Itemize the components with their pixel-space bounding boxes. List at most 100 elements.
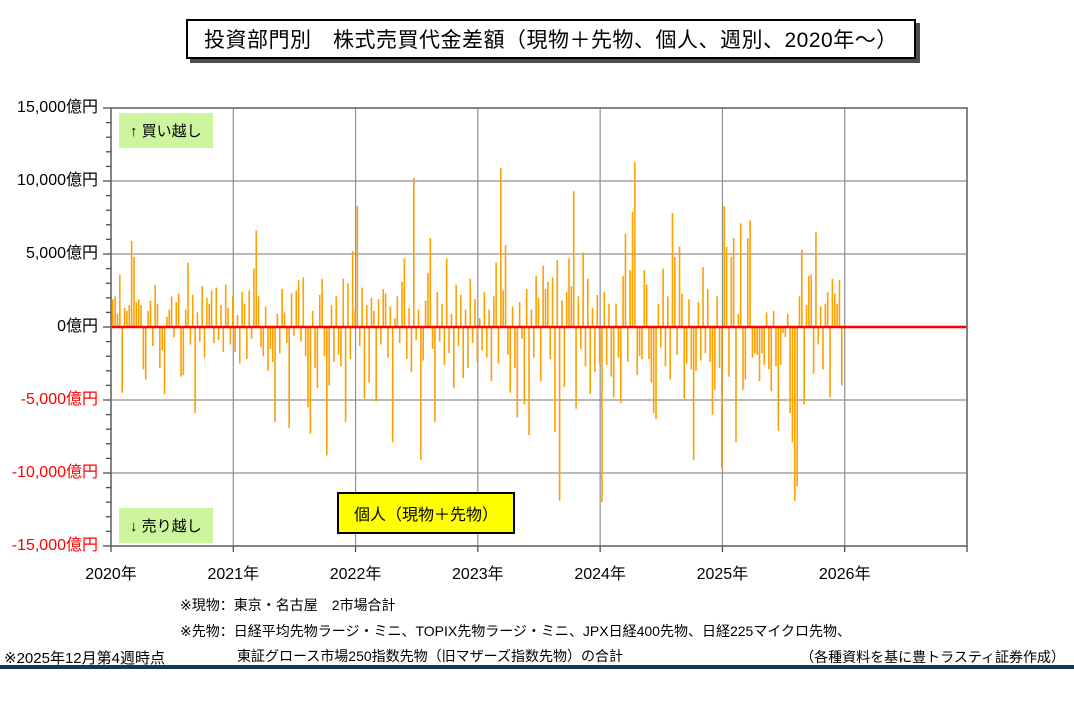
bar bbox=[356, 205, 359, 327]
bar bbox=[260, 327, 262, 348]
bar bbox=[772, 310, 775, 327]
bar bbox=[671, 213, 674, 327]
bar bbox=[645, 284, 648, 327]
bar bbox=[594, 327, 596, 373]
bar bbox=[544, 289, 547, 327]
bar bbox=[469, 278, 472, 327]
bar bbox=[676, 327, 678, 355]
bar bbox=[180, 327, 182, 377]
bar bbox=[801, 249, 803, 327]
bar bbox=[135, 302, 138, 327]
bar bbox=[269, 327, 272, 349]
bar bbox=[587, 278, 589, 327]
bar bbox=[137, 299, 140, 327]
bar bbox=[363, 327, 366, 399]
bar bbox=[267, 327, 269, 371]
bar bbox=[443, 327, 446, 365]
bar bbox=[589, 327, 591, 395]
bar bbox=[511, 306, 514, 327]
bar bbox=[114, 296, 116, 327]
bar bbox=[756, 327, 758, 355]
bar bbox=[608, 303, 610, 327]
bar bbox=[163, 327, 166, 395]
bar bbox=[194, 327, 196, 414]
x-axis-label: 2026年 bbox=[818, 566, 871, 583]
bar bbox=[657, 303, 660, 327]
bar bbox=[384, 293, 387, 327]
bar bbox=[591, 308, 594, 327]
bar bbox=[798, 296, 801, 327]
bar bbox=[460, 294, 462, 327]
bar bbox=[761, 327, 763, 354]
bar bbox=[730, 256, 733, 327]
x-axis-label: 2023年 bbox=[452, 566, 504, 583]
bar bbox=[561, 300, 563, 327]
bar bbox=[462, 327, 464, 379]
bar bbox=[497, 327, 500, 364]
bar bbox=[666, 296, 669, 327]
y-axis-label: -10,000億円 bbox=[11, 464, 98, 481]
bar bbox=[335, 296, 338, 327]
bar bbox=[697, 302, 700, 327]
bar bbox=[643, 270, 646, 327]
bar bbox=[191, 294, 194, 327]
bar bbox=[217, 327, 220, 341]
bar bbox=[464, 309, 467, 327]
bar bbox=[490, 327, 493, 382]
bar bbox=[551, 277, 554, 327]
bar bbox=[728, 327, 730, 377]
bar bbox=[140, 305, 142, 327]
bar bbox=[577, 296, 580, 327]
bar bbox=[290, 293, 293, 327]
bar bbox=[622, 275, 624, 327]
bar bbox=[525, 289, 528, 327]
bar bbox=[841, 327, 843, 386]
bar bbox=[264, 306, 267, 327]
chart-title: 投資部門別 株式売買代金差額（現物＋先物、個人、週別、2020年～） bbox=[204, 29, 898, 52]
bar bbox=[253, 268, 255, 327]
bar bbox=[500, 167, 502, 327]
bar bbox=[537, 297, 540, 327]
bar bbox=[570, 286, 573, 327]
bar bbox=[786, 313, 789, 327]
bar bbox=[321, 278, 323, 327]
bar bbox=[373, 310, 375, 327]
bar bbox=[838, 280, 841, 327]
bar bbox=[349, 327, 352, 360]
bar bbox=[810, 274, 813, 327]
bar bbox=[424, 300, 427, 327]
bar bbox=[770, 327, 773, 392]
bar bbox=[389, 306, 392, 327]
bar bbox=[337, 327, 340, 355]
bar bbox=[351, 251, 354, 327]
bar bbox=[241, 291, 243, 327]
bar bbox=[554, 327, 556, 433]
bar bbox=[358, 327, 361, 346]
bar bbox=[685, 327, 688, 364]
bar bbox=[119, 274, 121, 327]
bar bbox=[156, 303, 159, 327]
bar bbox=[483, 291, 486, 327]
bar bbox=[638, 327, 641, 357]
bar bbox=[116, 313, 119, 327]
bar bbox=[248, 290, 250, 327]
bar bbox=[123, 308, 126, 327]
bar bbox=[805, 305, 808, 327]
bar bbox=[530, 309, 533, 327]
bar bbox=[387, 327, 389, 358]
bar bbox=[779, 327, 782, 365]
bar bbox=[572, 191, 575, 327]
bar bbox=[688, 299, 690, 327]
bar bbox=[448, 327, 450, 354]
y-axis-label: 10,000億円 bbox=[17, 172, 98, 189]
bar bbox=[629, 270, 631, 327]
bar bbox=[295, 290, 298, 327]
bar bbox=[307, 327, 309, 408]
bar bbox=[467, 327, 469, 368]
bar bbox=[495, 262, 497, 327]
bar bbox=[236, 315, 239, 327]
bar bbox=[659, 327, 662, 348]
bar bbox=[365, 305, 368, 327]
bar bbox=[822, 327, 824, 370]
bar bbox=[744, 327, 747, 380]
